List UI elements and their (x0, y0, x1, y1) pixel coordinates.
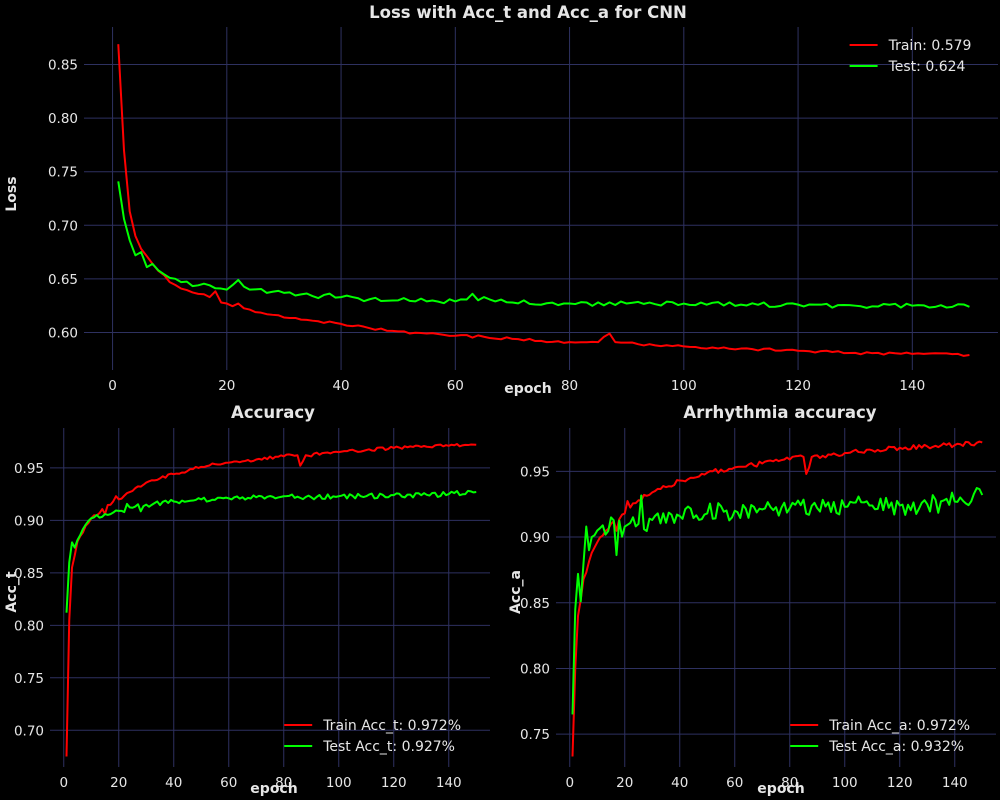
acc-t-chart-title: Accuracy (231, 403, 315, 422)
acc-t-x-tick-label: 20 (110, 775, 127, 791)
acc-t-y-tick-label: 0.90 (14, 513, 44, 529)
loss-x-tick-label: 80 (561, 378, 578, 394)
acc-t-x-tick-label: 80 (275, 775, 292, 791)
loss-legend: Train: 0.579 Test: 0.624 (849, 38, 972, 75)
acc-a-x-tick-label: 40 (671, 775, 688, 791)
acc-t-plot-area: 0 20 40 60 80 100 120 140 0.70 0.75 0.80 0.85 0.90 0.… (14, 428, 490, 791)
acc-a-y-tick-label: 0.90 (520, 530, 550, 546)
acc-a-x-tick-label: 80 (781, 775, 798, 791)
loss-series-line-train (117, 44, 970, 357)
acc-t-x-tick-label: 140 (436, 775, 462, 791)
acc-t-x-axis-label: epoch (250, 781, 297, 797)
acc-t-y-tick-label: 0.95 (14, 461, 44, 477)
acc-a-legend-label: Train Acc_a: 0.972% (828, 718, 970, 734)
acc-t-x-tick-label: 120 (381, 775, 407, 791)
loss-y-axis-label: Loss (4, 176, 20, 211)
acc-a-series-line-test (571, 487, 984, 715)
acc-t-series-line-test (65, 489, 477, 613)
loss-legend-label: Train: 0.579 (888, 38, 972, 54)
loss-y-tick-label: 0.70 (48, 218, 78, 234)
loss-y-tick-label: 0.80 (48, 111, 78, 127)
acc-a-legend-label: Test Acc_a: 0.932% (828, 739, 964, 755)
acc-t-x-tick-label: 0 (59, 775, 68, 791)
acc-a-chart: Arrhythmia accuracy 0 20 40 60 80 100 120 140 0.… (508, 403, 996, 797)
acc-a-x-tick-label: 140 (942, 775, 968, 791)
acc-a-y-tick-label: 0.80 (520, 661, 550, 677)
acc-a-legend: Train Acc_a: 0.972% Test Acc_a: 0.932% (790, 718, 970, 755)
acc-a-y-axis-label: Acc_a (508, 570, 524, 614)
acc-t-x-tick-label: 40 (165, 775, 182, 791)
acc-a-x-tick-label: 100 (832, 775, 858, 791)
acc-t-legend-label: Train Acc_t: 0.972% (322, 718, 461, 734)
acc-t-y-axis-label: Acc_t (4, 571, 20, 612)
acc-t-x-tick-label: 100 (326, 775, 352, 791)
acc-t-chart: Accuracy 0 20 40 60 80 100 120 1400.700.750.800… (4, 403, 490, 797)
loss-series-line-test (117, 181, 970, 309)
acc-a-y-tick-label: 0.75 (520, 727, 550, 743)
acc-t-y-tick-label: 0.80 (14, 618, 44, 634)
acc-t-y-tick-label: 0.75 (14, 671, 44, 687)
acc-a-x-tick-label: 60 (726, 775, 743, 791)
acc-t-series-line-train (65, 443, 477, 757)
acc-a-plot-area: 0 20 40 60 80 100 120 140 0.75 0.80 0.85 0.90 0.95 Tr… (520, 428, 996, 791)
loss-x-tick-label: 40 (332, 378, 349, 394)
loss-x-tick-label: 100 (671, 378, 697, 394)
acc-a-y-tick-label: 0.95 (520, 464, 550, 480)
acc-t-y-tick-label: 0.70 (14, 723, 44, 739)
loss-legend-label: Test: 0.624 (888, 59, 966, 75)
acc-a-x-tick-label: 0 (565, 775, 574, 791)
loss-x-tick-label: 60 (447, 378, 464, 394)
loss-x-tick-label: 20 (218, 378, 235, 394)
acc-a-x-axis-label: epoch (757, 781, 804, 797)
acc-t-legend-label: Test Acc_t: 0.927% (322, 739, 455, 755)
acc-t-legend: Train Acc_t: 0.972% Test Acc_t: 0.927% (284, 718, 461, 755)
acc-a-chart-title: Arrhythmia accuracy (683, 403, 876, 422)
acc-a-x-tick-label: 20 (616, 775, 633, 791)
loss-y-tick-label: 0.85 (48, 58, 78, 74)
loss-x-axis-label: epoch (504, 381, 551, 397)
loss-chart-title: Loss with Acc_t and Acc_a for CNN (369, 3, 687, 22)
loss-y-tick-label: 0.65 (48, 272, 78, 288)
loss-y-tick-label: 0.60 (48, 325, 78, 341)
acc-t-x-tick-label: 60 (220, 775, 237, 791)
acc-a-y-tick-label: 0.85 (520, 596, 550, 612)
loss-plot-area: 0 20 40 60 80 100 120 140 0.60 0.65 0.70 0.75 0.80 0.… (48, 27, 998, 394)
acc-t-y-tick-label: 0.85 (14, 566, 44, 582)
loss-chart: Loss with Acc_t and Acc_a for CNN 0 20 40 6… (4, 3, 998, 397)
loss-y-tick-label: 0.75 (48, 165, 78, 181)
loss-x-tick-label: 120 (785, 378, 811, 394)
loss-x-tick-label: 140 (899, 378, 925, 394)
acc-a-x-tick-label: 120 (887, 775, 913, 791)
loss-x-tick-label: 0 (108, 378, 117, 394)
